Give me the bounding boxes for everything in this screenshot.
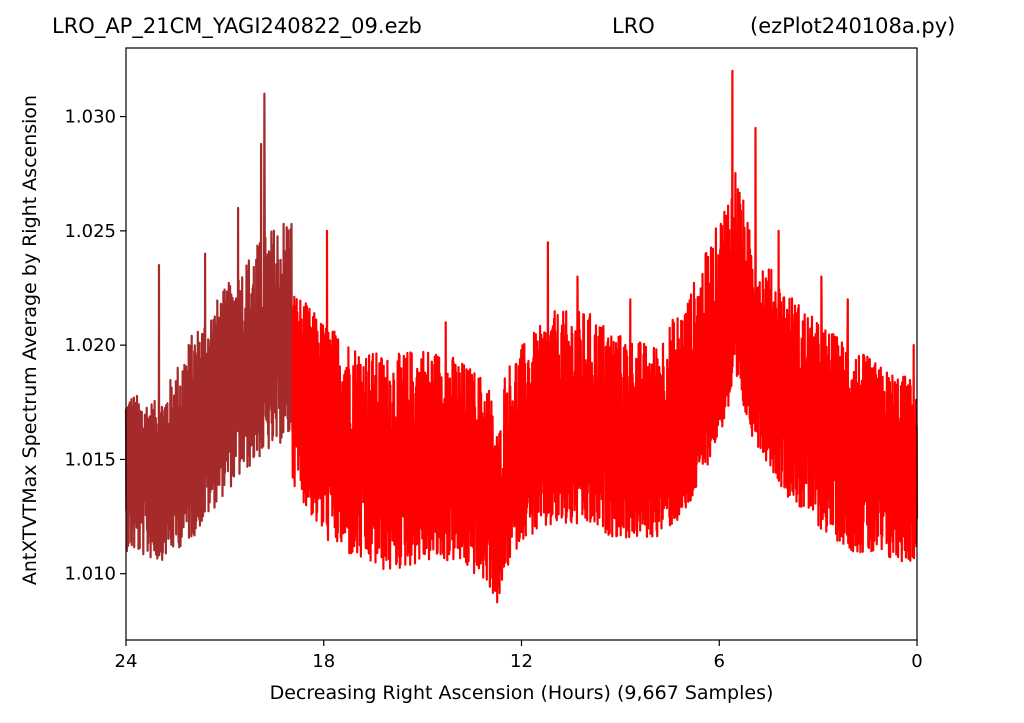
y-tick-label: 1.020 <box>64 335 116 356</box>
x-axis-label: Decreasing Right Ascension (Hours) (9,66… <box>269 682 774 704</box>
series-layer <box>124 69 919 604</box>
x-tick-label: 12 <box>510 651 533 672</box>
y-tick-label: 1.030 <box>64 107 116 128</box>
axes-layer: 24 18 12 6 0 1.010 1.015 1.020 1.025 1.030 <box>64 107 922 672</box>
x-tick-label: 6 <box>714 651 725 672</box>
y-tick-label: 1.025 <box>64 221 116 242</box>
title-file-name: LRO_AP_21CM_YAGI240822_09.ezb <box>52 14 422 38</box>
y-tick-label: 1.015 <box>64 449 116 470</box>
series-line-1 <box>124 92 294 561</box>
title-script-name: (ezPlot240108a.py) <box>750 14 956 38</box>
title-site: LRO <box>612 14 655 38</box>
y-axis-label: AntXTVTMax Spectrum Average by Right Asc… <box>19 94 41 586</box>
series-line-2 <box>291 69 919 604</box>
x-tick-label: 0 <box>911 651 922 672</box>
x-tick-label: 18 <box>312 651 335 672</box>
x-tick-label: 24 <box>115 651 138 672</box>
y-tick-label: 1.010 <box>64 564 116 585</box>
